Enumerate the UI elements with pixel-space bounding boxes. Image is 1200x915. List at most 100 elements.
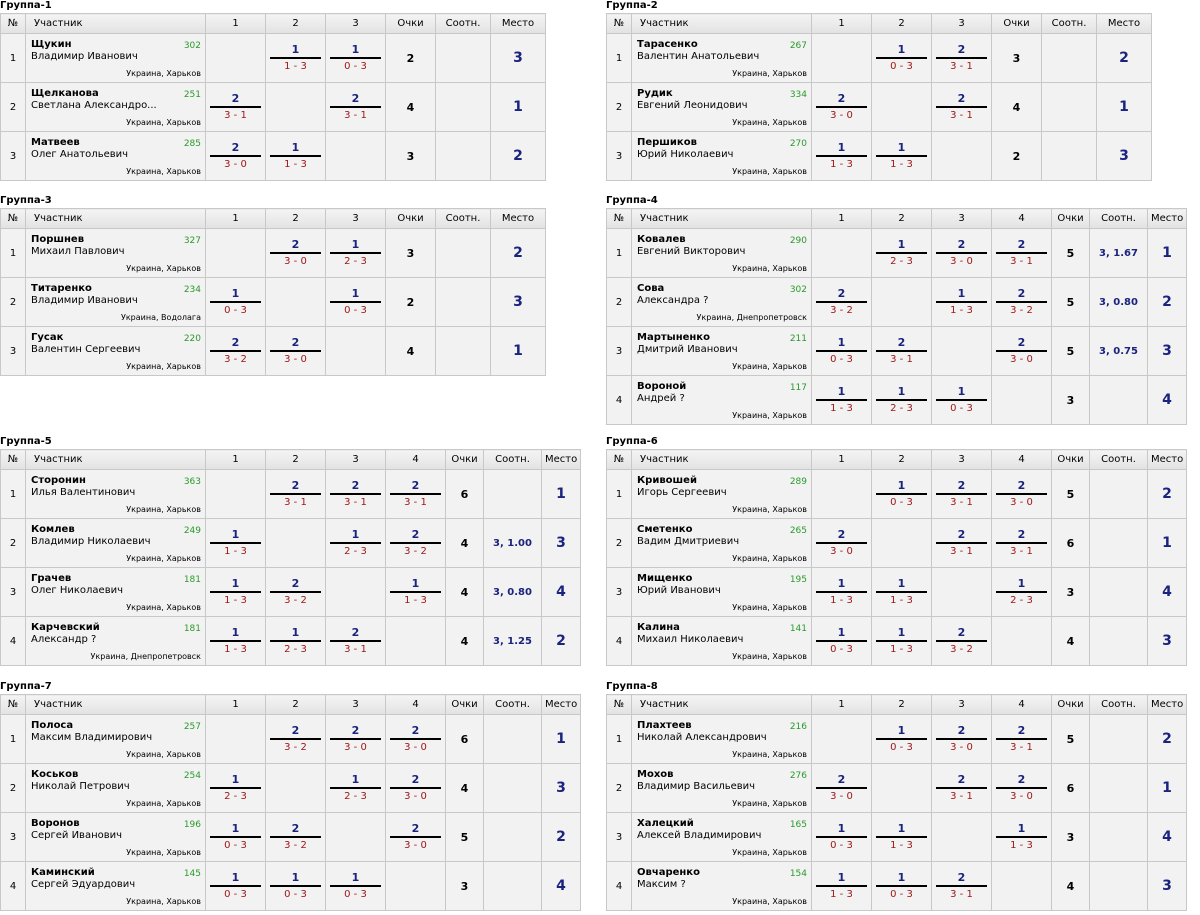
- match-result-cell[interactable]: 2 3 - 1: [205, 82, 266, 132]
- match-result-cell[interactable]: 1 2 - 3: [325, 228, 386, 278]
- col-participant-header[interactable]: Участник: [25, 449, 206, 470]
- col-points-header[interactable]: Очки: [1051, 694, 1090, 715]
- match-result-cell[interactable]: 1 1 - 3: [385, 567, 446, 617]
- col-participant-header[interactable]: Участник: [25, 208, 206, 229]
- match-result-cell[interactable]: 2 3 - 0: [265, 228, 326, 278]
- col-ratio-header[interactable]: Соотн.: [1089, 208, 1148, 229]
- match-result-cell[interactable]: 2 3 - 1: [325, 82, 386, 132]
- match-result-cell[interactable]: 2 3 - 2: [205, 326, 266, 376]
- match-result-cell[interactable]: 1 0 - 3: [325, 277, 386, 327]
- player-surname-link[interactable]: Титаренко: [31, 283, 92, 294]
- match-result-cell[interactable]: 1 0 - 3: [205, 277, 266, 327]
- match-result-cell[interactable]: 1 1 - 3: [871, 131, 932, 181]
- player-surname-link[interactable]: Грачев: [31, 573, 72, 584]
- col-ratio-header[interactable]: Соотн.: [1089, 449, 1148, 470]
- match-result-cell[interactable]: 1 1 - 3: [871, 567, 932, 617]
- match-result-cell[interactable]: 1 1 - 3: [991, 812, 1052, 862]
- match-result-cell[interactable]: 2 3 - 0: [991, 469, 1052, 519]
- match-result-cell[interactable]: 1 0 - 3: [931, 375, 992, 425]
- match-result-cell[interactable]: 1 0 - 3: [871, 33, 932, 83]
- player-surname-link[interactable]: Сова: [637, 283, 665, 294]
- col-place-header[interactable]: Место: [490, 13, 546, 34]
- col-ratio-header[interactable]: Соотн.: [435, 13, 491, 34]
- player-surname-link[interactable]: Сметенко: [637, 524, 693, 535]
- match-result-cell[interactable]: 2 3 - 0: [931, 228, 992, 278]
- player-surname-link[interactable]: Плахтеев: [637, 720, 692, 731]
- match-result-cell[interactable]: 2 3 - 0: [385, 812, 446, 862]
- match-result-cell[interactable]: 1 1 - 3: [811, 861, 872, 911]
- match-result-cell[interactable]: 1 1 - 3: [265, 131, 326, 181]
- match-result-cell[interactable]: 2 3 - 2: [811, 277, 872, 327]
- match-result-cell[interactable]: 2 3 - 2: [385, 518, 446, 568]
- col-participant-header[interactable]: Участник: [25, 694, 206, 715]
- col-place-header[interactable]: Место: [1147, 449, 1187, 470]
- match-result-cell[interactable]: 1 0 - 3: [811, 812, 872, 862]
- col-points-header[interactable]: Очки: [385, 13, 436, 34]
- player-surname-link[interactable]: Кривошей: [637, 475, 697, 486]
- player-surname-link[interactable]: Мохов: [637, 769, 674, 780]
- match-result-cell[interactable]: 2 3 - 1: [991, 714, 1052, 764]
- match-result-cell[interactable]: 2 3 - 0: [265, 326, 326, 376]
- match-result-cell[interactable]: 1 1 - 3: [871, 812, 932, 862]
- player-surname-link[interactable]: Халецкий: [637, 818, 694, 829]
- col-place-header[interactable]: Место: [1096, 13, 1152, 34]
- col-ratio-header[interactable]: Соотн.: [1041, 13, 1097, 34]
- match-result-cell[interactable]: 2 3 - 2: [265, 714, 326, 764]
- col-participant-header[interactable]: Участник: [25, 13, 206, 34]
- col-points-header[interactable]: Очки: [991, 13, 1042, 34]
- match-result-cell[interactable]: 1 0 - 3: [871, 861, 932, 911]
- match-result-cell[interactable]: 2 3 - 0: [811, 518, 872, 568]
- col-ratio-header[interactable]: Соотн.: [435, 208, 491, 229]
- match-result-cell[interactable]: 2 3 - 0: [991, 326, 1052, 376]
- col-place-header[interactable]: Место: [1147, 208, 1187, 229]
- col-place-header[interactable]: Место: [541, 449, 581, 470]
- col-participant-header[interactable]: Участник: [631, 449, 812, 470]
- match-result-cell[interactable]: 1 0 - 3: [205, 861, 266, 911]
- player-surname-link[interactable]: Сторонин: [31, 475, 86, 486]
- player-surname-link[interactable]: Щукин: [31, 39, 72, 50]
- col-ratio-header[interactable]: Соотн.: [483, 449, 542, 470]
- player-surname-link[interactable]: Комлев: [31, 524, 75, 535]
- player-surname-link[interactable]: Мартыненко: [637, 332, 710, 343]
- match-result-cell[interactable]: 2 3 - 1: [871, 326, 932, 376]
- match-result-cell[interactable]: 2 3 - 0: [205, 131, 266, 181]
- player-surname-link[interactable]: Карчевский: [31, 622, 100, 633]
- col-points-header[interactable]: Очки: [1051, 449, 1090, 470]
- match-result-cell[interactable]: 2 3 - 1: [931, 518, 992, 568]
- col-participant-header[interactable]: Участник: [631, 208, 812, 229]
- match-result-cell[interactable]: 1 0 - 3: [325, 33, 386, 83]
- player-surname-link[interactable]: Коськов: [31, 769, 79, 780]
- match-result-cell[interactable]: 2 3 - 2: [265, 812, 326, 862]
- match-result-cell[interactable]: 1 1 - 3: [811, 375, 872, 425]
- col-points-header[interactable]: Очки: [445, 694, 484, 715]
- col-participant-header[interactable]: Участник: [631, 694, 812, 715]
- player-surname-link[interactable]: Калина: [637, 622, 680, 633]
- match-result-cell[interactable]: 1 1 - 3: [811, 131, 872, 181]
- player-surname-link[interactable]: Овчаренко: [637, 867, 700, 878]
- player-surname-link[interactable]: Тарасенко: [637, 39, 698, 50]
- match-result-cell[interactable]: 1 1 - 3: [265, 33, 326, 83]
- match-result-cell[interactable]: 2 3 - 1: [325, 469, 386, 519]
- match-result-cell[interactable]: 1 1 - 3: [931, 277, 992, 327]
- match-result-cell[interactable]: 2 3 - 2: [991, 277, 1052, 327]
- player-surname-link[interactable]: Ковалев: [637, 234, 686, 245]
- player-surname-link[interactable]: Гусак: [31, 332, 64, 343]
- match-result-cell[interactable]: 2 3 - 0: [931, 714, 992, 764]
- col-place-header[interactable]: Место: [490, 208, 546, 229]
- match-result-cell[interactable]: 2 3 - 1: [991, 228, 1052, 278]
- match-result-cell[interactable]: 1 2 - 3: [325, 763, 386, 813]
- match-result-cell[interactable]: 1 0 - 3: [265, 861, 326, 911]
- player-surname-link[interactable]: Поршнев: [31, 234, 85, 245]
- col-ratio-header[interactable]: Соотн.: [483, 694, 542, 715]
- player-surname-link[interactable]: Щелканова: [31, 88, 99, 99]
- match-result-cell[interactable]: 2 3 - 1: [325, 616, 386, 666]
- player-surname-link[interactable]: Вороной: [637, 381, 687, 392]
- player-surname-link[interactable]: Мищенко: [637, 573, 693, 584]
- match-result-cell[interactable]: 1 0 - 3: [205, 812, 266, 862]
- match-result-cell[interactable]: 2 3 - 2: [931, 616, 992, 666]
- match-result-cell[interactable]: 2 3 - 0: [385, 763, 446, 813]
- match-result-cell[interactable]: 1 1 - 3: [205, 518, 266, 568]
- match-result-cell[interactable]: 1 1 - 3: [205, 616, 266, 666]
- match-result-cell[interactable]: 1 0 - 3: [811, 326, 872, 376]
- col-participant-header[interactable]: Участник: [631, 13, 812, 34]
